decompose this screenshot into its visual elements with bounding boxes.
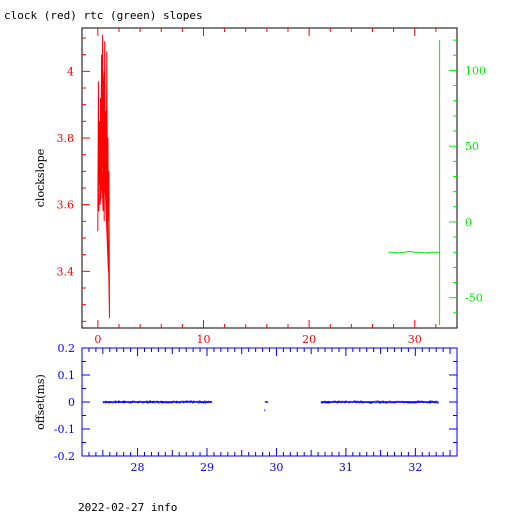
top-plot-frame — [81, 27, 458, 329]
top-x-axis: 0 10 20 30 — [94, 28, 437, 346]
top-right-tick-label: 0 — [465, 216, 472, 229]
bottom-outlier-point — [264, 409, 266, 411]
top-x-tick-label: 0 — [94, 333, 101, 346]
bottom-y-axis: -0.2 -0.1 0 0.1 0.2 — [54, 342, 457, 463]
top-left-tick-label: 3.4 — [57, 265, 75, 278]
top-right-tick-label: 100 — [465, 64, 486, 77]
bottom-x-tick-label: 32 — [408, 461, 422, 474]
bottom-x-tick-label: 28 — [131, 461, 145, 474]
top-panel: 3.4 3.6 3.8 4 -50 0 50 100 0 10 20 30 clockslope — [34, 27, 486, 346]
chart-title: clock (red) rtc (green) slopes — [4, 9, 203, 22]
top-right-tick-label: 50 — [465, 140, 479, 153]
bottom-x-tick-label: 30 — [269, 461, 283, 474]
top-left-axis: 3.4 3.6 3.8 4 — [57, 37, 90, 322]
top-series-line-0 — [97, 34, 110, 319]
top-right-tick-label: -50 — [465, 292, 483, 305]
top-y-axis-label: clockslope — [34, 149, 47, 207]
top-right-axis: -50 0 50 100 — [449, 39, 486, 314]
top-x-tick-label: 30 — [408, 333, 422, 346]
bottom-x-tick-label: 31 — [339, 461, 353, 474]
top-left-tick-label: 3.6 — [57, 199, 75, 212]
top-series-group — [97, 34, 441, 325]
top-series-line-1 — [388, 250, 439, 254]
bottom-panel: -0.2 -0.1 0 0.1 0.2 28 29 30 31 32 offset(ms) — [34, 342, 458, 474]
bottom-y-tick-label: -0.2 — [54, 450, 75, 463]
bottom-y-tick-label: 0.2 — [58, 342, 76, 355]
top-x-tick-label: 20 — [302, 333, 316, 346]
bottom-series-group — [102, 400, 439, 411]
footer-label: 2022-02-27 info — [78, 501, 177, 512]
bottom-y-axis-label: offset(ms) — [34, 374, 47, 430]
top-x-tick-label: 10 — [196, 333, 210, 346]
bottom-y-tick-label: -0.1 — [54, 423, 75, 436]
bottom-y-tick-label: 0.1 — [58, 369, 76, 382]
bottom-x-tick-label: 29 — [200, 461, 214, 474]
top-left-tick-label: 4 — [67, 65, 74, 78]
bottom-x-axis: 28 29 30 31 32 — [88, 348, 451, 474]
bottom-y-tick-label: 0 — [68, 396, 75, 409]
top-left-tick-label: 3.8 — [57, 132, 75, 145]
